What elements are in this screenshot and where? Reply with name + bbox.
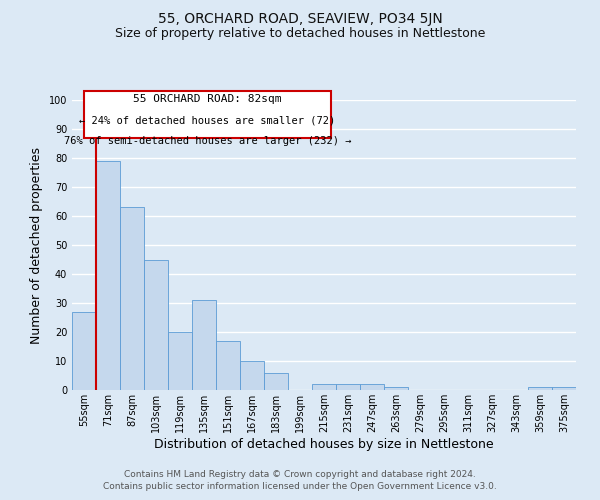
Text: 55, ORCHARD ROAD, SEAVIEW, PO34 5JN: 55, ORCHARD ROAD, SEAVIEW, PO34 5JN bbox=[158, 12, 442, 26]
Bar bbox=[312, 384, 336, 390]
Bar bbox=[96, 161, 120, 390]
Text: Contains public sector information licensed under the Open Government Licence v3: Contains public sector information licen… bbox=[103, 482, 497, 491]
X-axis label: Distribution of detached houses by size in Nettlestone: Distribution of detached houses by size … bbox=[154, 438, 494, 450]
Bar bbox=[360, 384, 384, 390]
Bar bbox=[384, 387, 408, 390]
Bar bbox=[192, 300, 216, 390]
Bar bbox=[216, 340, 240, 390]
Bar bbox=[336, 384, 360, 390]
Bar bbox=[120, 208, 144, 390]
Bar bbox=[264, 372, 288, 390]
Text: Size of property relative to detached houses in Nettlestone: Size of property relative to detached ho… bbox=[115, 28, 485, 40]
Bar bbox=[72, 312, 96, 390]
Text: ← 24% of detached houses are smaller (72): ← 24% of detached houses are smaller (72… bbox=[79, 116, 336, 126]
Y-axis label: Number of detached properties: Number of detached properties bbox=[30, 146, 43, 344]
FancyBboxPatch shape bbox=[84, 92, 331, 138]
Text: 55 ORCHARD ROAD: 82sqm: 55 ORCHARD ROAD: 82sqm bbox=[133, 94, 282, 104]
Bar bbox=[528, 387, 552, 390]
Text: Contains HM Land Registry data © Crown copyright and database right 2024.: Contains HM Land Registry data © Crown c… bbox=[124, 470, 476, 479]
Bar bbox=[240, 361, 264, 390]
Bar bbox=[552, 387, 576, 390]
Text: 76% of semi-detached houses are larger (232) →: 76% of semi-detached houses are larger (… bbox=[64, 136, 352, 146]
Bar bbox=[144, 260, 168, 390]
Bar bbox=[168, 332, 192, 390]
